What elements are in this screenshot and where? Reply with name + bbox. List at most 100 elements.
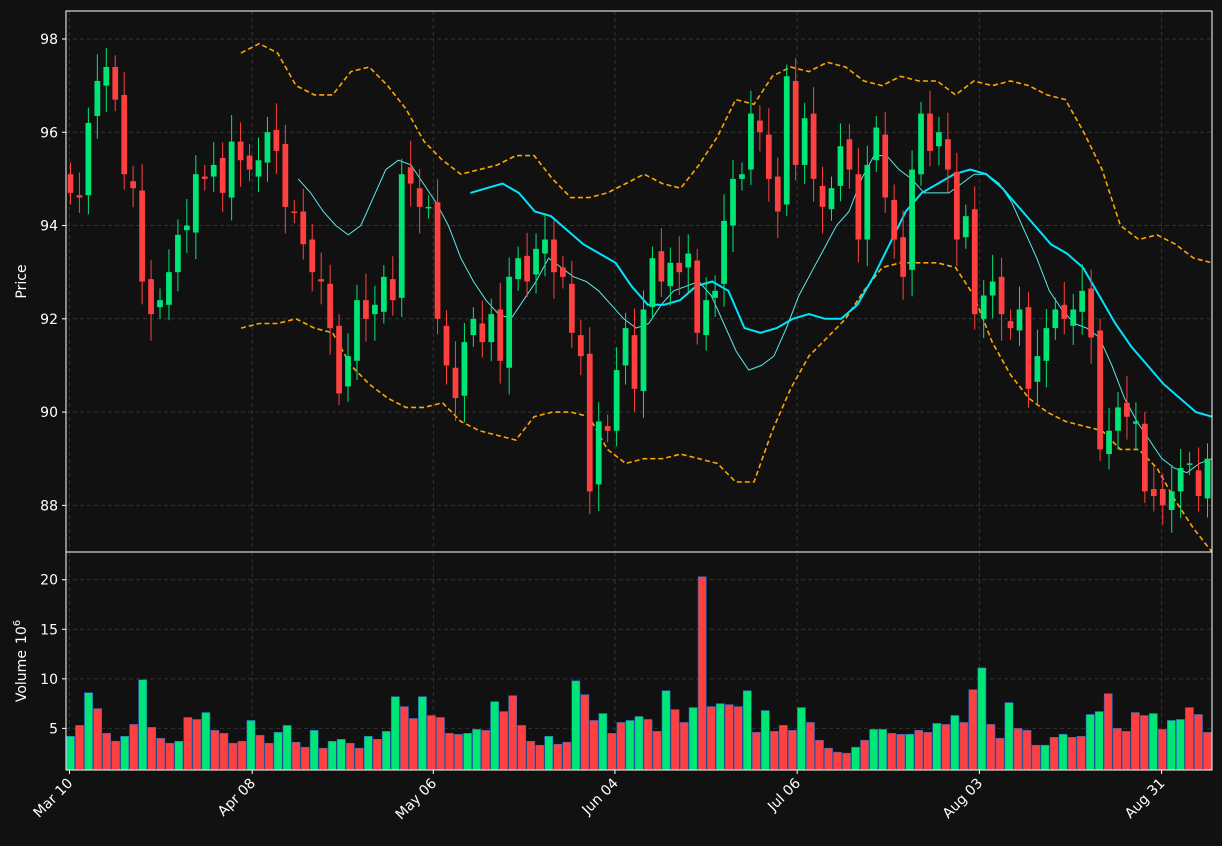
volume-bar: [472, 729, 481, 771]
candle-body: [577, 335, 584, 357]
volume-bar: [697, 576, 707, 771]
volume-bar: [147, 727, 157, 771]
candle-body: [1133, 421, 1139, 424]
volume-bar: [1076, 736, 1086, 771]
volume-bar: [436, 717, 445, 771]
candle-body: [810, 113, 817, 179]
candle-body: [640, 309, 647, 392]
candle-body: [1025, 307, 1032, 389]
candle-body: [192, 174, 199, 233]
candle-body: [712, 290, 718, 298]
candle-body: [792, 80, 799, 165]
volume-bar: [986, 724, 996, 771]
candle-body: [739, 174, 745, 179]
candle-body: [989, 281, 996, 296]
candle-body: [94, 80, 101, 116]
candle-body: [336, 325, 342, 394]
volume-bar: [842, 752, 851, 771]
candle-body: [372, 304, 378, 315]
candle-body: [560, 267, 566, 277]
candle-body: [586, 353, 593, 492]
candle-body: [461, 342, 468, 396]
volume-tick-label: 15: [40, 622, 58, 638]
candle-body: [210, 164, 217, 177]
volume-bar: [445, 733, 454, 771]
volume-bar: [553, 743, 563, 771]
volume-bar: [156, 737, 166, 771]
volume-bar: [84, 692, 93, 771]
volume-bar: [372, 738, 382, 771]
volume-bar: [318, 747, 328, 771]
volume-bar: [300, 746, 310, 771]
candle-body: [443, 325, 450, 366]
volume-bar: [968, 689, 978, 771]
candle-body: [542, 239, 548, 254]
volume-bar: [616, 722, 626, 771]
candle-body: [1097, 330, 1103, 450]
candle-body: [873, 127, 880, 161]
candle-body: [300, 211, 307, 245]
volume-bar: [797, 707, 806, 771]
volume-bar: [571, 680, 581, 771]
volume-bar: [562, 741, 572, 771]
volume-bar: [1121, 731, 1131, 771]
volume-bar: [93, 708, 102, 771]
candlesticks: [67, 47, 1211, 533]
candle-body: [694, 260, 701, 333]
volume-bar: [463, 733, 472, 771]
candle-body: [1034, 356, 1041, 382]
bollinger-bands: [240, 42, 1213, 553]
price-y-ticks: 88 90 92 94 96 98: [40, 32, 66, 514]
volume-bar: [851, 746, 860, 771]
candle-body: [506, 276, 513, 368]
volume-bar: [526, 740, 536, 771]
volume-bar: [878, 729, 887, 771]
candle-body: [1204, 458, 1211, 499]
volume-bar: [733, 706, 743, 771]
candle-body: [345, 356, 351, 387]
candle-body: [389, 279, 396, 301]
volume-bar: [481, 730, 490, 771]
volume-bar: [1067, 736, 1077, 771]
volume-bar: [400, 706, 409, 771]
volume-bar: [959, 722, 969, 771]
candle-body: [121, 94, 128, 175]
volume-bar: [643, 719, 653, 771]
volume-bar: [1167, 720, 1176, 771]
volume-grid: [66, 552, 1212, 770]
candle-body: [282, 143, 289, 207]
volume-bar: [1013, 728, 1023, 771]
volume-bar: [824, 747, 833, 771]
volume-bar: [1049, 736, 1059, 771]
volume-bar: [1004, 702, 1014, 771]
candle-body: [658, 251, 665, 282]
candle-body: [676, 262, 683, 273]
volume-bar: [589, 720, 599, 771]
candle-body: [452, 367, 459, 399]
candle-body: [1186, 463, 1193, 465]
candle-body: [1159, 489, 1166, 506]
volume-bar: [869, 729, 878, 771]
volume-bar: [941, 724, 951, 771]
candle-body: [551, 239, 557, 273]
volume-bar: [544, 736, 554, 771]
volume-bar: [661, 690, 671, 771]
candle-body: [936, 132, 942, 147]
volume-bar: [724, 704, 734, 771]
price-tick-label: 88: [40, 498, 58, 514]
volume-bar: [742, 690, 752, 771]
volume-bar: [237, 740, 247, 771]
candle-body: [1088, 288, 1094, 338]
volume-bar: [670, 709, 680, 771]
volume-bar: [679, 722, 689, 771]
volume-bar: [688, 707, 698, 771]
volume-bar: [201, 712, 211, 771]
volume-bar: [905, 734, 915, 771]
bollinger-upper-line: [240, 42, 1213, 264]
candle-body: [327, 283, 333, 329]
volume-label-exponent-power: 6: [12, 620, 23, 626]
candle-body: [765, 134, 772, 179]
volume-y-axis-label: Volume 106: [12, 620, 30, 702]
